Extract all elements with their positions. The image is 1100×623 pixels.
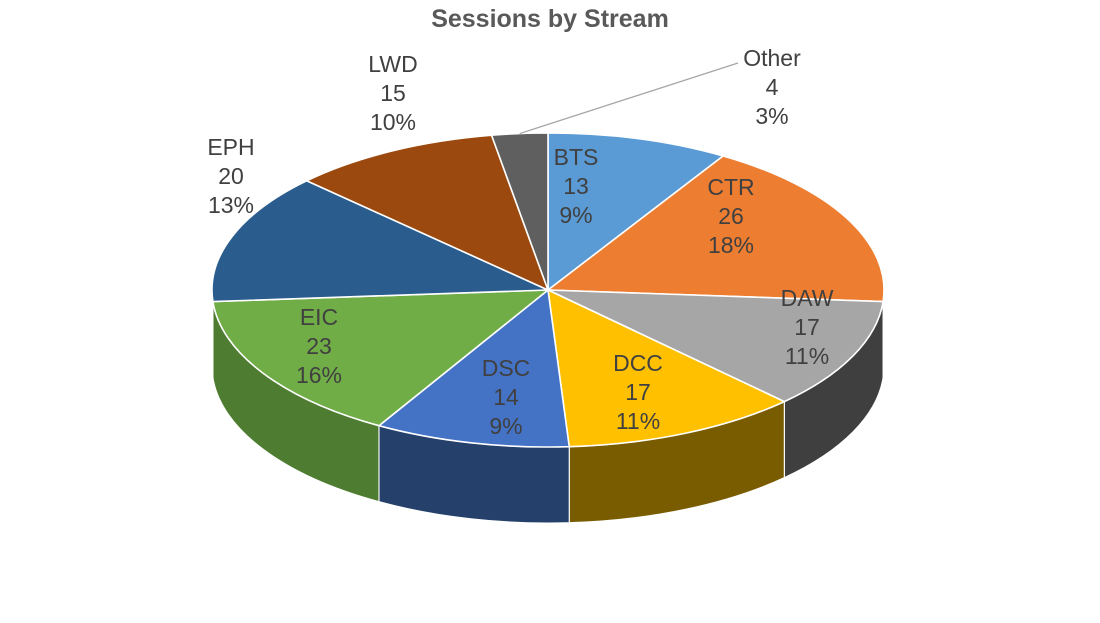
chart-title: Sessions by Stream	[431, 5, 669, 33]
data-label-line: 23	[306, 333, 332, 359]
data-labels: BTS 13 9% CTR 26 18% DAW 17 11% DCC 17 11% DSC 14 9% EI…	[207, 45, 833, 439]
pie-3d-walls	[211, 289, 885, 524]
data-label-line: 3%	[755, 103, 788, 129]
data-label-ctr: CTR 26 18%	[707, 174, 754, 258]
pie-slice-dsc[interactable]	[378, 289, 571, 448]
data-label-line: EPH	[207, 134, 254, 160]
data-label-line: BTS	[554, 144, 599, 170]
pie-slice-bts[interactable]	[547, 132, 724, 291]
data-label-line: 16%	[296, 362, 342, 388]
data-label-line: 9%	[559, 202, 592, 228]
pie-slice-ctr[interactable]	[547, 155, 885, 303]
data-label-line: LWD	[368, 51, 417, 77]
leader-line-other	[519, 62, 739, 135]
data-label-line: 26	[718, 203, 744, 229]
data-label-line: 10%	[370, 109, 416, 135]
leader-lines	[519, 62, 739, 135]
data-label-line: 14	[493, 384, 519, 410]
data-label-daw: DAW 17 11%	[781, 285, 834, 369]
data-label-eph: EPH 20 13%	[207, 134, 254, 218]
pie-slices	[211, 132, 885, 448]
data-label-lwd: LWD 15 10%	[368, 51, 417, 135]
pie-slice-eph[interactable]	[211, 179, 549, 303]
data-label-other: Other 4 3%	[743, 45, 801, 129]
data-label-line: 13%	[208, 192, 254, 218]
data-label-line: 15	[380, 80, 406, 106]
data-label-line: EIC	[300, 304, 338, 330]
data-label-line: 17	[794, 314, 820, 340]
data-label-line: DAW	[781, 285, 834, 311]
data-label-line: 11%	[616, 408, 660, 434]
data-label-line: DSC	[482, 355, 531, 381]
data-label-line: 11%	[785, 343, 829, 369]
pie-slice-eic[interactable]	[212, 289, 549, 427]
data-label-line: 13	[563, 173, 589, 199]
pie-slice-other[interactable]	[490, 132, 549, 291]
data-label-line: 17	[625, 379, 651, 405]
data-label-line: CTR	[707, 174, 754, 200]
data-label-line: 4	[766, 74, 779, 100]
data-label-dsc: DSC 14 9%	[482, 355, 531, 439]
data-label-dcc: DCC 17 11%	[613, 350, 663, 434]
data-label-line: DCC	[613, 350, 663, 376]
data-label-line: 20	[218, 163, 244, 189]
data-label-line: Other	[743, 45, 801, 71]
data-label-eic: EIC 23 16%	[296, 304, 342, 388]
data-label-line: 9%	[489, 413, 522, 439]
data-label-bts: BTS 13 9%	[554, 144, 599, 228]
pie-slice-dcc[interactable]	[547, 289, 786, 448]
pie-slice-lwd[interactable]	[305, 134, 549, 291]
data-label-line: 18%	[708, 232, 754, 258]
pie-slice-daw[interactable]	[547, 289, 884, 403]
